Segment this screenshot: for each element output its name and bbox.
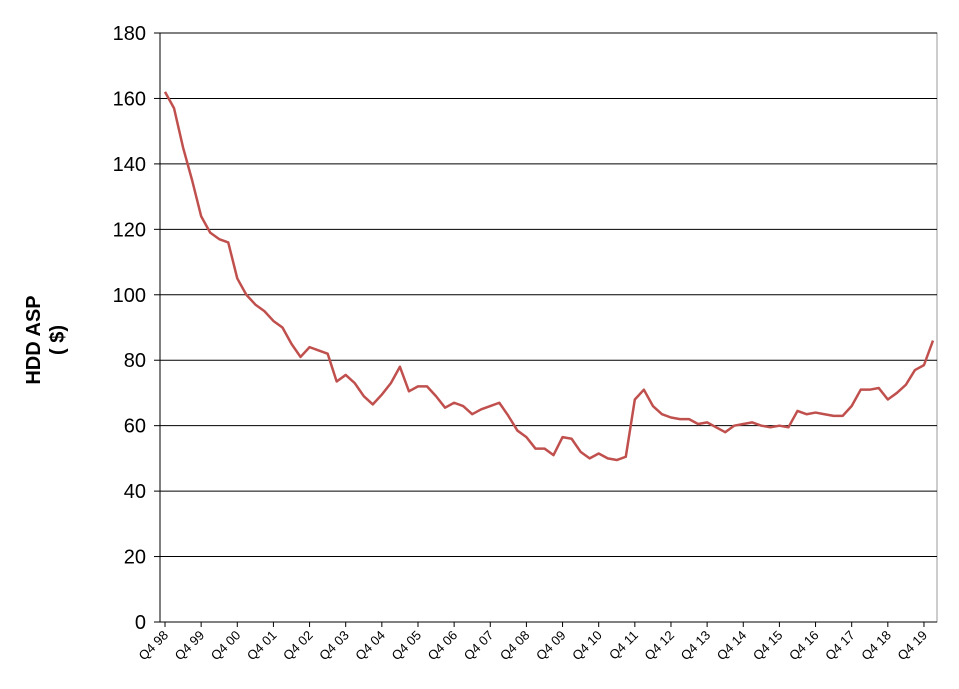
x-tick-label: Q4 01 (244, 628, 280, 664)
x-tick-label: Q4 16 (786, 628, 822, 664)
x-tick-label: Q4 06 (425, 628, 461, 664)
data-line (163, 91, 935, 462)
y-tick-label: 100 (113, 285, 146, 307)
x-tick-label: Q4 18 (858, 628, 894, 664)
x-tick-label: Q4 14 (714, 628, 750, 664)
x-tick-label: Q4 11 (606, 628, 641, 663)
x-tick-label: Q4 07 (461, 628, 497, 664)
x-tick-label: Q4 13 (678, 628, 714, 664)
x-tick-label: Q4 15 (750, 628, 786, 664)
x-tick-label: Q4 05 (388, 628, 424, 664)
x-tick-label: Q4 04 (352, 628, 388, 664)
plot-border (159, 32, 938, 623)
x-tick-label: Q4 99 (172, 628, 208, 664)
x-tick-label: Q4 03 (316, 628, 352, 664)
x-tick-label: Q4 08 (497, 628, 533, 664)
x-tick-label: Q4 09 (533, 628, 569, 664)
y-tick-label: 40 (124, 481, 146, 503)
y-tick-label: 160 (113, 88, 146, 110)
y-tick-label: 120 (113, 219, 146, 241)
y-axis-label: ( $) (47, 325, 69, 355)
y-tick-label: 180 (113, 23, 146, 45)
y-tick-label: 140 (113, 154, 146, 176)
y-tick-label: 20 (124, 547, 146, 569)
y-axis-label: HDD ASP (23, 295, 45, 384)
x-tick-label: Q4 17 (822, 628, 858, 664)
x-tick-label: Q4 19 (894, 628, 930, 664)
y-tick-label: 60 (124, 416, 146, 438)
y-tick-label: 0 (135, 612, 146, 634)
x-tick-label: Q4 10 (569, 628, 605, 664)
x-tick-label: Q4 00 (208, 628, 244, 664)
y-tick-label: 80 (124, 350, 146, 372)
x-tick-label: Q4 12 (641, 628, 677, 664)
x-tick-label: Q4 02 (280, 628, 316, 664)
